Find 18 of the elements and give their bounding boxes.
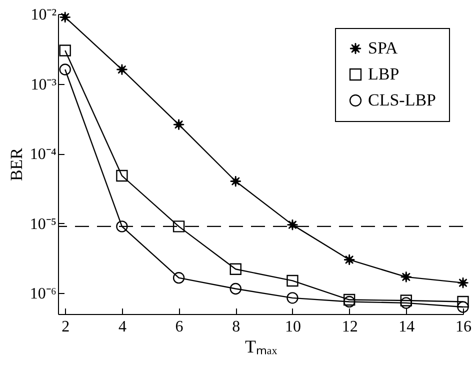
- x-tick-label: 2: [62, 318, 70, 336]
- y-tick-label: 10⁻⁶: [30, 286, 56, 303]
- y-tick-label: 10⁻³: [30, 76, 57, 94]
- x-tick-label: 16: [456, 318, 472, 336]
- x-tick-label: 6: [175, 318, 184, 336]
- legend-label: LBP: [368, 64, 400, 84]
- legend-label: CLS-LBP: [368, 90, 436, 110]
- x-tick-label: 8: [232, 318, 240, 336]
- x-tick-label: 12: [342, 318, 358, 336]
- legend-label: SPA: [368, 38, 398, 58]
- y-axis-title: BER: [6, 147, 26, 182]
- x-tick-label: 10: [284, 318, 301, 336]
- y-tick-label: 10⁻⁵: [30, 216, 56, 233]
- y-tick-label: 10⁻²: [30, 6, 57, 24]
- x-tick-label: 4: [118, 318, 126, 336]
- x-tick-label: 14: [398, 318, 415, 336]
- y-tick-label: 10⁻⁴: [30, 146, 57, 163]
- x-axis-title: Tₘₐₓ: [244, 336, 278, 356]
